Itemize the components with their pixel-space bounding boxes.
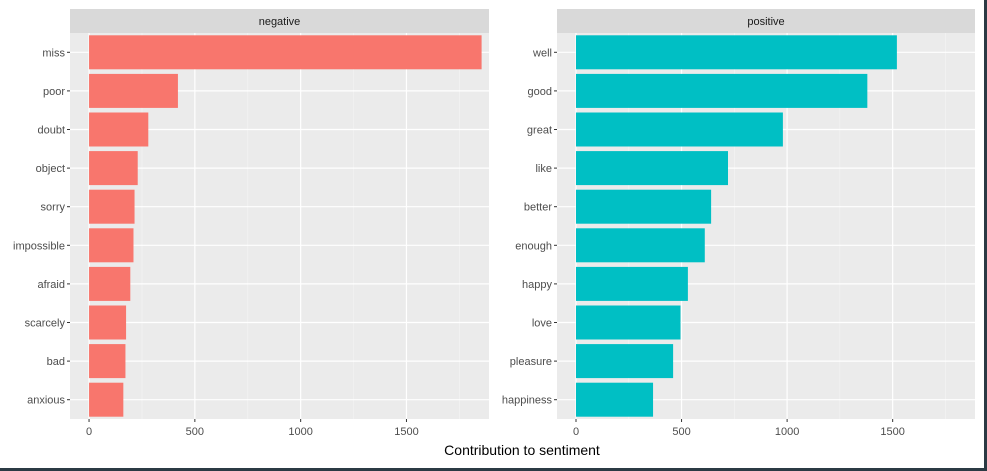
y-tick-label: doubt <box>37 125 65 137</box>
y-tick-label: sorry <box>41 202 66 214</box>
y-tick-label: bad <box>47 356 65 368</box>
y-tick-label: impossible <box>13 240 65 252</box>
bar-happy <box>576 266 688 301</box>
bar-afraid <box>89 266 131 301</box>
bar-better <box>576 189 712 224</box>
y-tick-label: great <box>527 125 552 137</box>
y-tick-label: miss <box>42 47 65 59</box>
x-tick-label: 1000 <box>288 426 312 438</box>
bar-enough <box>576 228 705 263</box>
facet-strip-label: negative <box>259 16 301 28</box>
bar-doubt <box>89 112 149 147</box>
bar-love <box>576 305 681 340</box>
bar-object <box>89 151 138 186</box>
bar-anxious <box>89 382 124 417</box>
x-axis-title: Contribution to sentiment <box>444 442 600 458</box>
y-tick-label: poor <box>43 86 65 98</box>
x-tick-label: 0 <box>86 426 92 438</box>
y-tick-label: scarcely <box>25 318 66 330</box>
x-tick-label: 1000 <box>775 426 799 438</box>
x-tick-label: 0 <box>573 426 579 438</box>
facet-panel-positive: positive well good great like better enough hap… <box>502 9 975 438</box>
y-tick-label: pleasure <box>510 356 552 368</box>
bar-miss <box>89 35 482 70</box>
y-tick-label: good <box>528 86 552 98</box>
facet-strip <box>70 9 489 33</box>
bar-good <box>576 73 868 108</box>
bar-pleasure <box>576 344 674 379</box>
y-tick-label: afraid <box>37 279 65 291</box>
y-tick-label: like <box>535 163 552 175</box>
y-tick-label: well <box>532 47 552 59</box>
bar-happiness <box>576 382 654 417</box>
bar-like <box>576 151 728 186</box>
x-tick-label: 500 <box>672 426 690 438</box>
x-tick-label: 1500 <box>880 426 904 438</box>
x-tick-label: 500 <box>186 426 204 438</box>
y-tick-label: object <box>36 163 65 175</box>
facet-strip-label: positive <box>747 16 784 28</box>
facet-strip <box>557 9 975 33</box>
bar-poor <box>89 73 178 108</box>
x-tick-label: 1500 <box>394 426 418 438</box>
bar-well <box>576 35 897 70</box>
bar-impossible <box>89 228 134 263</box>
y-tick-label: enough <box>515 240 552 252</box>
bar-great <box>576 112 783 147</box>
bar-bad <box>89 344 126 379</box>
bar-sorry <box>89 189 135 224</box>
y-tick-label: happy <box>522 279 552 291</box>
y-tick-label: anxious <box>27 395 65 407</box>
facet-panel-negative: negative miss poor doubt object sorry impossib… <box>13 9 489 438</box>
y-tick-label: better <box>524 202 552 214</box>
bar-scarcely <box>89 305 127 340</box>
y-tick-label: happiness <box>502 395 553 407</box>
y-tick-label: love <box>532 318 552 330</box>
